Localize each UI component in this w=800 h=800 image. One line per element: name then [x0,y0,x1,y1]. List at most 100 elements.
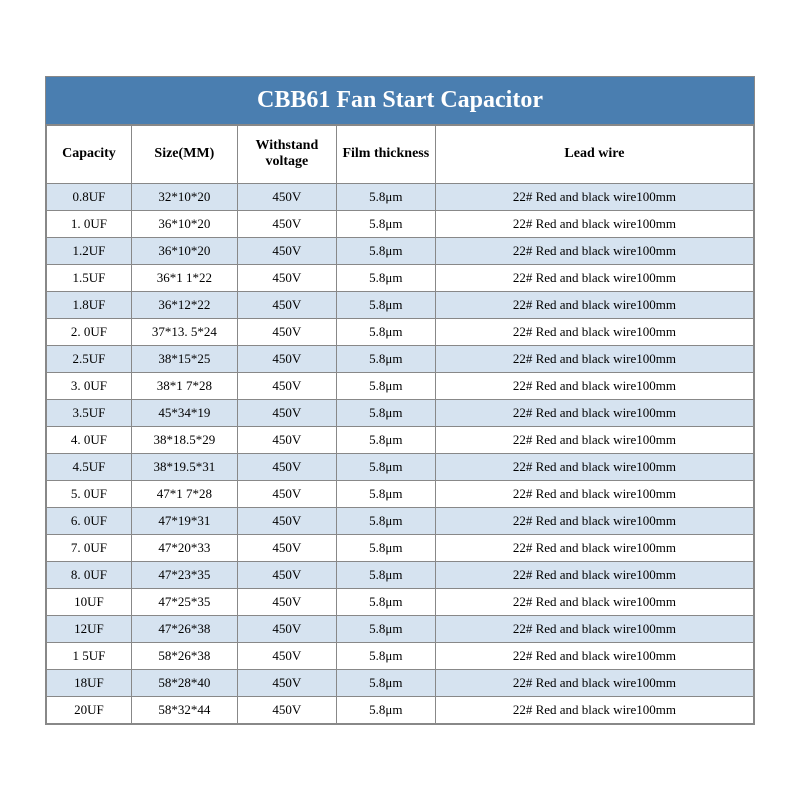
cell: 1 5UF [47,642,132,669]
table-row: 20UF58*32*44450V5.8μm22# Red and black w… [47,696,754,723]
cell: 36*1 1*22 [131,264,237,291]
cell: 450V [237,318,336,345]
cell: 4. 0UF [47,426,132,453]
col-size: Size(MM) [131,125,237,183]
cell: 22# Red and black wire100mm [435,507,753,534]
cell: 450V [237,237,336,264]
cell: 22# Red and black wire100mm [435,453,753,480]
table-body: 0.8UF32*10*20450V5.8μm22# Red and black … [47,183,754,723]
cell: 10UF [47,588,132,615]
cell: 450V [237,480,336,507]
cell: 450V [237,426,336,453]
table-row: 2. 0UF37*13. 5*24450V5.8μm22# Red and bl… [47,318,754,345]
cell: 37*13. 5*24 [131,318,237,345]
cell: 22# Red and black wire100mm [435,237,753,264]
cell: 5.8μm [336,372,435,399]
cell: 5.8μm [336,696,435,723]
col-voltage: Withstand voltage [237,125,336,183]
cell: 58*26*38 [131,642,237,669]
table-row: 1.8UF36*12*22450V5.8μm22# Red and black … [47,291,754,318]
cell: 22# Red and black wire100mm [435,561,753,588]
cell: 450V [237,345,336,372]
cell: 6. 0UF [47,507,132,534]
cell: 5.8μm [336,588,435,615]
cell: 1.2UF [47,237,132,264]
cell: 450V [237,210,336,237]
cell: 5. 0UF [47,480,132,507]
table-header-row: Capacity Size(MM) Withstand voltage Film… [47,125,754,183]
cell: 22# Red and black wire100mm [435,372,753,399]
cell: 450V [237,534,336,561]
cell: 5.8μm [336,480,435,507]
cell: 5.8μm [336,642,435,669]
cell: 45*34*19 [131,399,237,426]
cell: 38*19.5*31 [131,453,237,480]
cell: 2. 0UF [47,318,132,345]
cell: 5.8μm [336,534,435,561]
col-leadwire: Lead wire [435,125,753,183]
cell: 36*10*20 [131,237,237,264]
cell: 450V [237,615,336,642]
table-row: 1. 0UF36*10*20450V5.8μm22# Red and black… [47,210,754,237]
cell: 22# Red and black wire100mm [435,345,753,372]
page-title: CBB61 Fan Start Capacitor [46,77,754,125]
cell: 18UF [47,669,132,696]
cell: 2.5UF [47,345,132,372]
cell: 4.5UF [47,453,132,480]
cell: 22# Red and black wire100mm [435,291,753,318]
cell: 3.5UF [47,399,132,426]
cell: 36*12*22 [131,291,237,318]
table-row: 3.5UF45*34*19450V5.8μm22# Red and black … [47,399,754,426]
cell: 47*1 7*28 [131,480,237,507]
table-row: 1.2UF36*10*20450V5.8μm22# Red and black … [47,237,754,264]
cell: 5.8μm [336,669,435,696]
table-row: 0.8UF32*10*20450V5.8μm22# Red and black … [47,183,754,210]
table-row: 6. 0UF47*19*31450V5.8μm22# Red and black… [47,507,754,534]
cell: 22# Red and black wire100mm [435,426,753,453]
table-row: 3. 0UF38*1 7*28450V5.8μm22# Red and blac… [47,372,754,399]
capacitor-table: Capacity Size(MM) Withstand voltage Film… [46,125,754,724]
table-row: 1.5UF36*1 1*22450V5.8μm22# Red and black… [47,264,754,291]
table-row: 18UF58*28*40450V5.8μm22# Red and black w… [47,669,754,696]
cell: 58*28*40 [131,669,237,696]
cell: 22# Red and black wire100mm [435,588,753,615]
cell: 450V [237,291,336,318]
table-row: 2.5UF38*15*25450V5.8μm22# Red and black … [47,345,754,372]
table-row: 1 5UF58*26*38450V5.8μm22# Red and black … [47,642,754,669]
cell: 47*20*33 [131,534,237,561]
cell: 450V [237,183,336,210]
cell: 47*19*31 [131,507,237,534]
cell: 47*25*35 [131,588,237,615]
cell: 5.8μm [336,210,435,237]
cell: 450V [237,588,336,615]
cell: 0.8UF [47,183,132,210]
cell: 8. 0UF [47,561,132,588]
cell: 5.8μm [336,615,435,642]
cell: 5.8μm [336,318,435,345]
cell: 450V [237,399,336,426]
cell: 5.8μm [336,507,435,534]
table-row: 7. 0UF47*20*33450V5.8μm22# Red and black… [47,534,754,561]
cell: 47*26*38 [131,615,237,642]
cell: 450V [237,372,336,399]
table-row: 5. 0UF47*1 7*28450V5.8μm22# Red and blac… [47,480,754,507]
cell: 450V [237,561,336,588]
cell: 36*10*20 [131,210,237,237]
cell: 38*15*25 [131,345,237,372]
cell: 450V [237,669,336,696]
table-row: 8. 0UF47*23*35450V5.8μm22# Red and black… [47,561,754,588]
cell: 22# Red and black wire100mm [435,264,753,291]
cell: 22# Red and black wire100mm [435,210,753,237]
cell: 450V [237,264,336,291]
cell: 450V [237,453,336,480]
cell: 12UF [47,615,132,642]
cell: 7. 0UF [47,534,132,561]
spec-sheet: CBB61 Fan Start Capacitor Capacity Size(… [45,76,755,725]
cell: 22# Red and black wire100mm [435,642,753,669]
cell: 22# Red and black wire100mm [435,318,753,345]
cell: 1.8UF [47,291,132,318]
table-row: 10UF47*25*35450V5.8μm22# Red and black w… [47,588,754,615]
cell: 450V [237,642,336,669]
cell: 47*23*35 [131,561,237,588]
cell: 22# Red and black wire100mm [435,615,753,642]
